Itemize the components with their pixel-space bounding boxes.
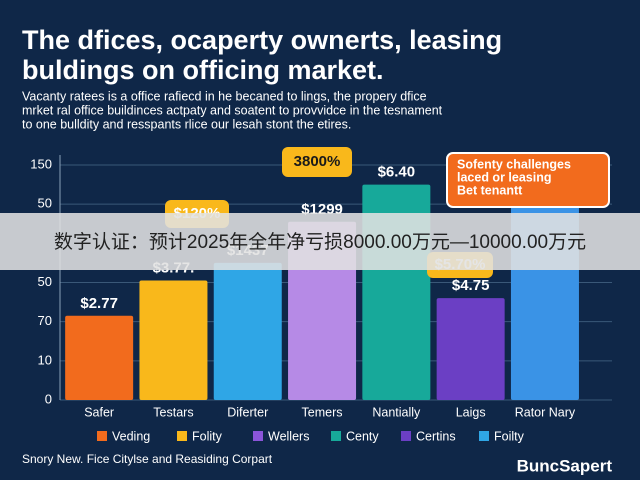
callout-text: Sofenty challenges [457,157,571,171]
bar-label: $2.77 [80,295,118,312]
y-tick-label: 150 [30,156,52,171]
chart-subtitle: Vacanty ratees is a office rafiecd in he… [22,89,427,103]
chart-subtitle: to one bulldity and resspants rlice our … [22,117,351,131]
x-tick-label: Nantially [372,405,421,419]
y-tick-label: 50 [38,196,52,211]
bar [213,262,282,400]
chart-title: The dfices, ocaperty ownerts, leasing [22,25,502,55]
bar-label: $6.40 [378,164,416,181]
callout-text: laced or leasing [457,170,551,184]
x-tick-label: Laigs [456,405,486,419]
chart-subtitle: mrket ral office buildinces actpaty and … [22,103,443,117]
callout-box [282,147,352,177]
bar-label: $4.75 [452,277,490,294]
banner-text: 数字认证：预计2025年全年净亏损8000.00万元—10000.00万元 [54,231,586,253]
legend-label: Foilty [494,429,525,443]
legend-swatch [401,431,411,441]
legend-label: Wellers [268,429,309,443]
chart-title: buldings on officing market. [22,55,384,85]
legend-swatch [331,431,341,441]
legend-swatch [177,431,187,441]
x-tick-label: Diferter [227,405,268,419]
y-tick-label: 10 [38,352,52,367]
legend-swatch [253,431,263,441]
legend-swatch [479,431,489,441]
y-tick-label: 70 [38,313,52,328]
legend-label: Folity [192,429,223,443]
bar [139,280,208,400]
x-tick-label: Testars [153,405,193,419]
y-tick-label: 0 [45,391,52,406]
brand: BuncSapert [517,456,613,475]
footer: Snory New. Fice Citylse and Reasiding Co… [22,452,273,466]
legend-label: Veding [112,429,150,443]
legend-label: Certins [416,429,456,443]
banner-bg [0,213,640,270]
x-tick-label: Rator Nary [515,405,576,419]
bar [65,315,134,400]
callout-text: Bet tenantt [457,183,523,197]
callout: 3800% [282,147,352,177]
y-tick-label: 50 [38,274,52,289]
legend-label: Centy [346,429,379,443]
bar [436,298,505,400]
x-tick-label: Temers [302,405,343,419]
x-tick-label: Safer [84,405,114,419]
legend-swatch [97,431,107,441]
callout-box [446,152,610,208]
callout-text: 3800% [294,153,341,170]
